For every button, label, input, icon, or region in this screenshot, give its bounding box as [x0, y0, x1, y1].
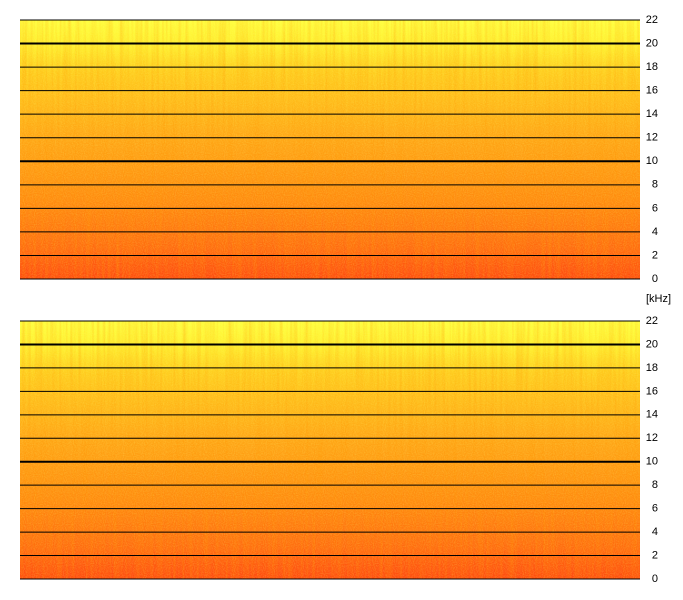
y-tick-label: 4: [652, 526, 658, 538]
y-tick-label: 10: [646, 456, 658, 468]
y-tick-label: 6: [652, 202, 658, 214]
y-tick-label: 12: [646, 132, 658, 144]
spectrogram-grain: [20, 20, 640, 279]
y-tick-label: 4: [652, 226, 658, 238]
y-tick-label: 8: [652, 479, 658, 491]
y-tick-label: 18: [646, 362, 658, 374]
y-tick-label: 14: [646, 409, 658, 421]
y-tick-label: 0: [652, 573, 658, 585]
y-tick-label: 22: [646, 315, 658, 327]
y-tick-label: 20: [646, 37, 658, 49]
y-tick-label: 18: [646, 61, 658, 73]
y-tick-label: 2: [652, 549, 658, 561]
spectrogram-grain: [20, 321, 640, 579]
y-tick-label: 22: [646, 14, 658, 26]
y-tick-label: 8: [652, 179, 658, 191]
y-tick-label: 2: [652, 249, 658, 261]
y-tick-label: 14: [646, 108, 658, 120]
y-tick-label: 6: [652, 503, 658, 515]
y-tick-label: 16: [646, 85, 658, 97]
y-tick-label: 0: [652, 273, 658, 285]
y-tick-label: 10: [646, 155, 658, 167]
axis-unit-label: [kHz]: [646, 293, 671, 305]
y-tick-label: 16: [646, 385, 658, 397]
y-tick-label: 20: [646, 338, 658, 350]
y-tick-label: 12: [646, 432, 658, 444]
